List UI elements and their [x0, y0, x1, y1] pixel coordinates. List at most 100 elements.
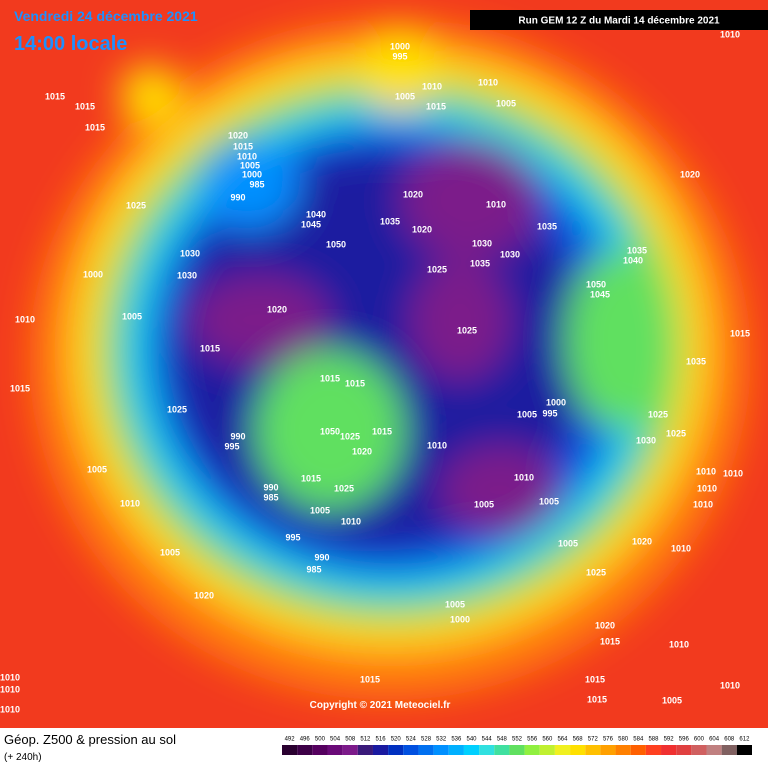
- isobar-label: 1000: [83, 269, 103, 279]
- colorbar-label: 560: [542, 737, 553, 743]
- isobar-label: 1005: [240, 160, 260, 170]
- copyright: Copyright © 2021 Meteociel.fr: [310, 700, 451, 711]
- isobar-label: 1015: [200, 343, 220, 353]
- isobar-label: 1020: [194, 590, 214, 600]
- colorbar-label: 580: [618, 737, 629, 743]
- isobar-label: 1005: [310, 505, 330, 515]
- isobar-label: 1025: [457, 325, 477, 335]
- run-box: [470, 10, 768, 30]
- isobar-label: 990: [314, 552, 329, 562]
- isobar-label: 1015: [600, 636, 620, 646]
- isobar-label: 1010: [723, 468, 743, 478]
- colorbar-label: 492: [285, 737, 296, 743]
- colorbar-label: 568: [573, 737, 584, 743]
- colorbar-swatch: [691, 745, 707, 755]
- colorbar-swatch: [615, 745, 631, 755]
- colorbar-swatch: [312, 745, 328, 755]
- colorbar-swatch: [342, 745, 358, 755]
- isobar-label: 1015: [233, 141, 253, 151]
- colorbar-label: 500: [315, 737, 326, 743]
- colorbar-swatch: [706, 745, 722, 755]
- isobar-label: 1005: [395, 91, 415, 101]
- colorbar-label: 504: [330, 737, 341, 743]
- isobar-label: 1025: [334, 483, 354, 493]
- colorbar-swatch: [448, 745, 464, 755]
- forecast-date: Vendredi 24 décembre 2021: [14, 8, 198, 24]
- isobar-label: 1030: [500, 249, 520, 259]
- colorbar-label: 540: [467, 737, 478, 743]
- isobar-label: 1015: [360, 674, 380, 684]
- colorbar: 492 496 500 504 508 512 516 520 524 528 532 536 540 5…: [282, 737, 752, 755]
- colorbar-swatch: [372, 745, 389, 755]
- isobar-label: 1015: [10, 383, 30, 393]
- colorbar-swatch: [327, 745, 343, 755]
- isobar-label: 1025: [586, 567, 606, 577]
- isobar-label: 1015: [85, 122, 105, 132]
- footer-title: Géop. Z500 & pression au sol: [4, 732, 176, 747]
- isobar-label: 1010: [671, 543, 691, 553]
- isobar-label: 985: [306, 564, 321, 574]
- colorbar-label: 596: [679, 737, 690, 743]
- isobar-label: 1015: [45, 91, 65, 101]
- isobar-label: 990: [230, 192, 245, 202]
- isobar-labels: 1010100099510101005101510101005101510151…: [0, 29, 750, 714]
- isobar-label: 985: [249, 179, 264, 189]
- forecast-time: 14:00 locale: [14, 33, 127, 55]
- isobar-label: 1035: [380, 216, 400, 226]
- isobar-label: 1000: [390, 41, 410, 51]
- isobar-label: 1005: [558, 538, 578, 548]
- colorbar-label: 572: [588, 737, 599, 743]
- isobar-label: 1010: [15, 314, 35, 324]
- isobar-label: 1020: [595, 620, 615, 630]
- colorbar-swatch: [736, 745, 752, 755]
- isobar-label: 1045: [301, 219, 321, 229]
- colorbar-swatch: [494, 745, 510, 755]
- colorbar-label: 544: [482, 737, 493, 743]
- isobar-label: 1040: [306, 209, 326, 219]
- colorbar-label: 612: [739, 737, 750, 743]
- colorbar-swatch: [297, 745, 313, 755]
- isobar-label: 1020: [267, 304, 287, 314]
- isobar-label: 1010: [0, 704, 20, 714]
- colorbar-label: 588: [648, 737, 659, 743]
- colorbar-swatch: [433, 745, 449, 755]
- isobar-label: 1045: [590, 289, 610, 299]
- isobar-label: 990: [230, 431, 245, 441]
- colorbar-swatch: [509, 745, 525, 755]
- isobar-label: 1010: [0, 684, 20, 694]
- isobar-label: 1010: [693, 499, 713, 509]
- isobar-label: 1005: [474, 499, 494, 509]
- isobar-label: 1035: [686, 356, 706, 366]
- colorbar-label: 584: [633, 737, 644, 743]
- colorbar-label: 496: [300, 737, 311, 743]
- isobar-label: 1010: [669, 639, 689, 649]
- isobar-label: 1005: [539, 496, 559, 506]
- isobar-label: 995: [224, 441, 239, 451]
- isobar-label: 1010: [341, 516, 361, 526]
- colorbar-swatch: [479, 745, 495, 755]
- isobar-label: 1015: [730, 328, 750, 338]
- colorbar-label: 576: [603, 737, 614, 743]
- isobar-label: 1005: [496, 98, 516, 108]
- isobar-label: 1025: [167, 404, 187, 414]
- isobar-label: 995: [542, 408, 557, 418]
- colorbar-label: 552: [512, 737, 523, 743]
- isobar-label: 1050: [320, 426, 340, 436]
- colorbar-swatch: [600, 745, 616, 755]
- isobar-label: 1020: [228, 130, 248, 140]
- isobar-label: 1030: [472, 238, 492, 248]
- isobar-label: 1015: [320, 373, 340, 383]
- geopotential-field: [30, 20, 750, 700]
- colorbar-swatch: [463, 745, 480, 755]
- isobar-label: 995: [285, 532, 300, 542]
- colorbar-label: 608: [724, 737, 735, 743]
- isobar-label: 1030: [636, 435, 656, 445]
- isobar-label: 1015: [301, 473, 321, 483]
- isobar-label: 1010: [237, 151, 257, 161]
- colorbar-label: 604: [709, 737, 720, 743]
- isobar-label: 1035: [537, 221, 557, 231]
- isobar-label: 1005: [87, 464, 107, 474]
- colorbar-label: 528: [421, 737, 432, 743]
- colorbar-label: 508: [345, 737, 356, 743]
